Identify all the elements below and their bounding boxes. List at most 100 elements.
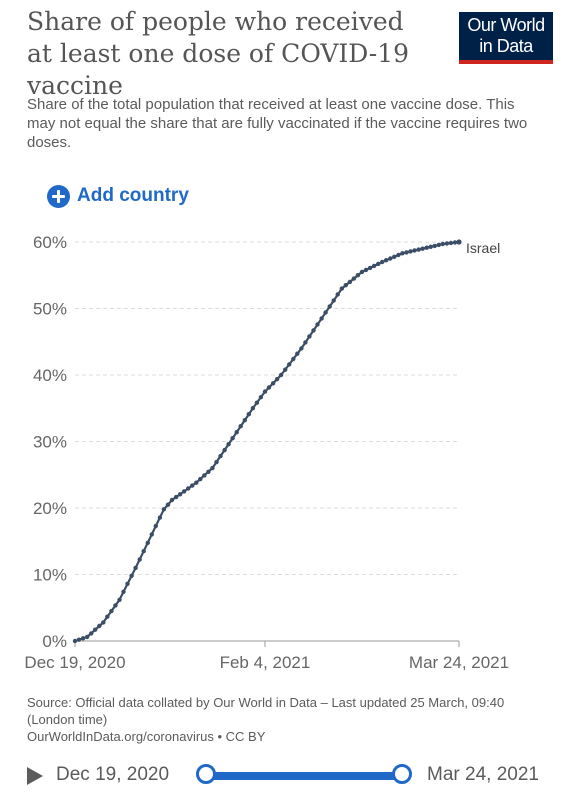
data-point: [125, 581, 130, 586]
data-point: [444, 241, 450, 246]
chart-subtitle: Share of the total population that recei…: [27, 96, 528, 151]
logo-line-2: in Data: [479, 36, 533, 56]
data-point: [283, 367, 288, 372]
data-point: [343, 283, 348, 288]
series-labels: Israel: [466, 240, 500, 256]
data-point: [177, 492, 183, 497]
plus-circle-icon: [47, 184, 70, 208]
data-point: [323, 310, 328, 315]
data-point: [198, 476, 203, 482]
data-point: [121, 589, 126, 594]
data-point: [420, 246, 425, 251]
data-point: [89, 631, 94, 636]
y-tick-label: 10%: [33, 566, 67, 585]
timeline-track[interactable]: [206, 772, 402, 780]
data-point: [186, 486, 191, 491]
data-point: [165, 502, 171, 507]
data-point: [376, 261, 381, 267]
source-text: Source: Official data collated by Our Wo…: [27, 695, 505, 727]
data-point: [303, 340, 308, 345]
grid-layer: [75, 241, 459, 575]
data-point: [335, 292, 340, 297]
data-point: [432, 243, 437, 249]
data-point: [246, 412, 251, 417]
data-point: [412, 248, 417, 253]
data-point: [367, 265, 373, 271]
data-point: [331, 298, 336, 303]
data-point: [428, 244, 433, 249]
timeline-start-handle[interactable]: [196, 764, 216, 784]
data-point: [206, 469, 211, 474]
data-point: [202, 473, 207, 478]
y-tick-label: 20%: [33, 499, 67, 518]
data-point: [84, 634, 90, 640]
data-point: [380, 259, 385, 265]
data-point: [408, 249, 413, 254]
data-point: [448, 240, 454, 246]
data-point: [274, 377, 280, 382]
data-point: [363, 267, 369, 273]
data-point: [359, 269, 365, 275]
add-country-button[interactable]: Add country: [47, 183, 189, 209]
data-points: [72, 239, 462, 644]
data-point: [93, 627, 98, 632]
data-point: [145, 540, 150, 545]
data-point: [299, 346, 304, 351]
logo-line-1: Our World: [467, 15, 545, 35]
data-point: [181, 489, 187, 494]
data-point: [194, 480, 199, 485]
y-tick-label: 40%: [33, 366, 67, 385]
data-point: [141, 549, 146, 554]
data-point: [400, 251, 405, 256]
data-point: [388, 256, 393, 261]
data-point: [355, 273, 361, 278]
data-point: [149, 532, 154, 537]
data-point: [456, 239, 462, 245]
x-tick-label: Feb 4, 2021: [220, 653, 311, 672]
data-point: [295, 351, 300, 356]
data-point: [238, 424, 243, 429]
data-point: [319, 316, 324, 321]
data-point: [315, 322, 320, 327]
data-point: [436, 242, 441, 248]
data-point: [117, 597, 122, 602]
add-country-label: Add country: [77, 185, 189, 206]
data-point: [258, 395, 264, 400]
data-point: [210, 465, 215, 471]
data-point: [218, 453, 223, 459]
data-point: [230, 436, 235, 441]
data-point: [262, 389, 268, 394]
source-url[interactable]: OurWorldInData.org/coronavirus • CC BY: [27, 729, 266, 744]
data-point: [266, 385, 272, 390]
owid-logo[interactable]: Our World in Data: [459, 12, 553, 64]
data-point: [392, 254, 397, 259]
line-chart: 0% 10% 20% 30% 40% 50% 60% Dec 19, 2020 Feb 4, …: [24, 233, 509, 672]
data-point: [97, 623, 102, 629]
data-point: [137, 557, 142, 562]
data-point: [416, 247, 421, 252]
data-point: [384, 258, 389, 263]
y-tick-label: 60%: [33, 233, 67, 252]
y-tick-label: 30%: [33, 433, 67, 452]
data-point: [396, 252, 401, 258]
data-point: [80, 636, 86, 641]
data-point: [234, 430, 239, 435]
data-point: [452, 240, 458, 245]
data-point: [440, 241, 445, 247]
data-point: [371, 263, 377, 269]
data-point: [242, 418, 247, 423]
series-label: Israel: [466, 240, 500, 256]
timeline-end-label: Mar 24, 2021: [427, 764, 539, 785]
data-point: [72, 638, 78, 644]
play-icon[interactable]: [27, 767, 43, 785]
data-point: [76, 637, 82, 642]
timeline-end-handle[interactable]: [392, 764, 412, 784]
chart-title: Share of people who received at least on…: [27, 7, 410, 100]
timeline-control: Dec 19, 2020 Mar 24, 2021: [0, 760, 580, 794]
data-point: [270, 381, 276, 386]
data-point: [101, 620, 106, 625]
data-point: [105, 614, 110, 619]
data-point: [254, 400, 260, 405]
data-point: [169, 497, 175, 503]
data-point: [311, 328, 316, 333]
